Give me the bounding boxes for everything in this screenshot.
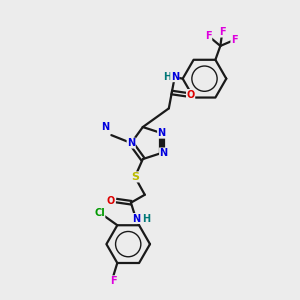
Text: F: F [110,276,117,286]
Text: F: F [231,35,238,45]
Text: S: S [131,172,139,182]
Text: N: N [101,122,110,132]
Text: Cl: Cl [94,208,105,218]
Text: N: N [171,72,179,82]
Text: H: H [142,214,150,224]
Text: F: F [219,27,226,37]
Text: N: N [132,214,140,224]
Text: N: N [160,148,168,158]
Text: O: O [107,196,115,206]
Text: N: N [127,138,135,148]
Text: N: N [158,128,166,138]
Text: H: H [163,72,171,82]
Text: O: O [187,89,195,100]
Text: F: F [205,31,212,41]
